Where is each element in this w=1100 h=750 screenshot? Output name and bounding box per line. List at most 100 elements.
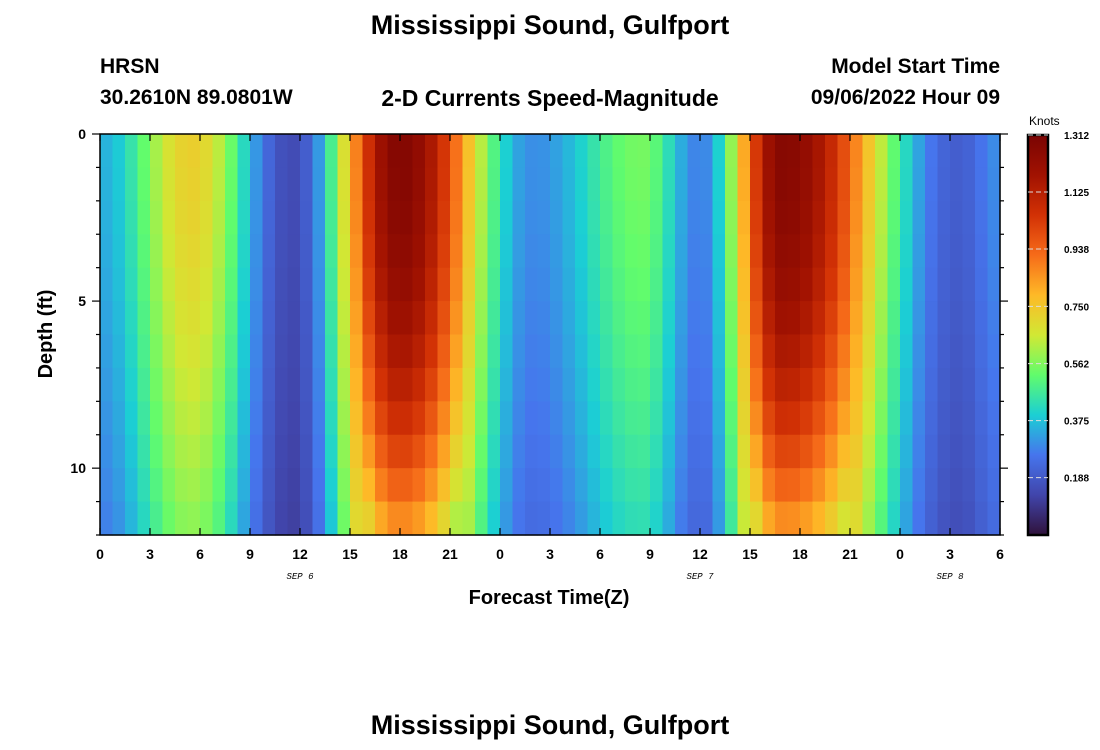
heatmap-cell (487, 234, 501, 269)
heatmap-cell (625, 200, 639, 235)
heatmap-cell (337, 134, 351, 169)
heatmap-cell (675, 367, 689, 402)
heatmap-cell (325, 334, 339, 369)
heatmap-cell (700, 301, 714, 336)
heatmap-cell (887, 167, 901, 202)
heatmap-cell (375, 134, 389, 169)
heatmap-cell (462, 134, 476, 169)
heatmap-cell (237, 501, 251, 536)
heatmap-cell (112, 334, 126, 369)
heatmap-cell (812, 267, 826, 302)
heatmap-cell (625, 501, 639, 536)
heatmap-cell (712, 468, 726, 503)
heatmap-cell (700, 401, 714, 436)
heatmap-cell (225, 134, 239, 169)
heatmap-cell (362, 367, 376, 402)
heatmap-cell (200, 434, 214, 469)
heatmap-cell (212, 401, 226, 436)
heatmap-cell (412, 334, 426, 369)
heatmap-cell (512, 234, 526, 269)
heatmap-cell (425, 501, 439, 536)
heatmap-cell (787, 434, 801, 469)
heatmap-cell (300, 134, 314, 169)
heatmap-cell (525, 134, 539, 169)
heatmap-cell (300, 501, 314, 536)
heatmap-cell (550, 501, 564, 536)
heatmap-cell (550, 334, 564, 369)
heatmap-cell (125, 334, 139, 369)
heatmap-cell (800, 401, 814, 436)
heatmap-cell (550, 468, 564, 503)
heatmap-cell (137, 267, 151, 302)
heatmap-cell (387, 234, 401, 269)
heatmap-cell (775, 501, 789, 536)
heatmap-cell (100, 468, 114, 503)
heatmap-cell (125, 301, 139, 336)
heatmap-cell (237, 267, 251, 302)
heatmap-cell (912, 267, 926, 302)
heatmap-cell (300, 200, 314, 235)
heatmap-cell (425, 301, 439, 336)
heatmap-cell (150, 301, 164, 336)
heatmap-cell (537, 434, 551, 469)
heatmap-cell (562, 200, 576, 235)
heatmap-cell (150, 200, 164, 235)
heatmap-cell (912, 301, 926, 336)
heatmap-cell (775, 334, 789, 369)
heatmap-cell (700, 468, 714, 503)
heatmap-cell (725, 234, 739, 269)
heatmap-cell (387, 301, 401, 336)
heatmap-cell (887, 434, 901, 469)
heatmap-cell (162, 334, 176, 369)
heatmap-cell (850, 167, 864, 202)
heatmap-cell (587, 301, 601, 336)
heatmap-cell (500, 234, 514, 269)
x-tick-label: 6 (596, 546, 604, 562)
heatmap-cell (537, 367, 551, 402)
heatmap-cell (375, 167, 389, 202)
heatmap-cell (800, 468, 814, 503)
heatmap-cell (875, 501, 889, 536)
heatmap-cell (687, 301, 701, 336)
heatmap-cell (750, 234, 764, 269)
heatmap-cell (587, 234, 601, 269)
heatmap-cell (650, 234, 664, 269)
heatmap-cell (250, 434, 264, 469)
heatmap-cell (712, 234, 726, 269)
heatmap-cell (400, 401, 414, 436)
heatmap-cell (337, 234, 351, 269)
heatmap-cell (400, 501, 414, 536)
station-coords: 30.2610N 89.0801W (100, 86, 293, 109)
heatmap-cell (250, 468, 264, 503)
heatmap-cell (600, 501, 614, 536)
heatmap-cell (425, 134, 439, 169)
heatmap-cell (825, 334, 839, 369)
heatmap-cell (337, 200, 351, 235)
heatmap-cell (237, 468, 251, 503)
heatmap-cell (675, 301, 689, 336)
heatmap-cell (350, 434, 364, 469)
heatmap-cell (275, 134, 289, 169)
x-axis-ticks: 0 3 6 9 12 15 18 21 0 3 6 9 12 15 18 21 0 3 6 (96, 134, 1004, 562)
heatmap-cell (612, 234, 626, 269)
heatmap-cell (662, 367, 676, 402)
heatmap-cell (887, 367, 901, 402)
heatmap-cell (212, 167, 226, 202)
x-tick-label: 0 (96, 546, 104, 562)
heatmap-cell (125, 468, 139, 503)
heatmap-cell (725, 134, 739, 169)
heatmap-cell (287, 267, 301, 302)
heatmap-cell (775, 301, 789, 336)
heatmap-cell (875, 134, 889, 169)
heatmap-cell (812, 468, 826, 503)
heatmap-cell (450, 367, 464, 402)
heatmap-cell (650, 334, 664, 369)
heatmap-cell (825, 468, 839, 503)
heatmap-cell (450, 401, 464, 436)
heatmap-cell (850, 367, 864, 402)
heatmap-cell (475, 468, 489, 503)
heatmap-cell (837, 367, 851, 402)
heatmap-cell (512, 434, 526, 469)
heatmap-cell (237, 401, 251, 436)
heatmap-cell (975, 468, 989, 503)
